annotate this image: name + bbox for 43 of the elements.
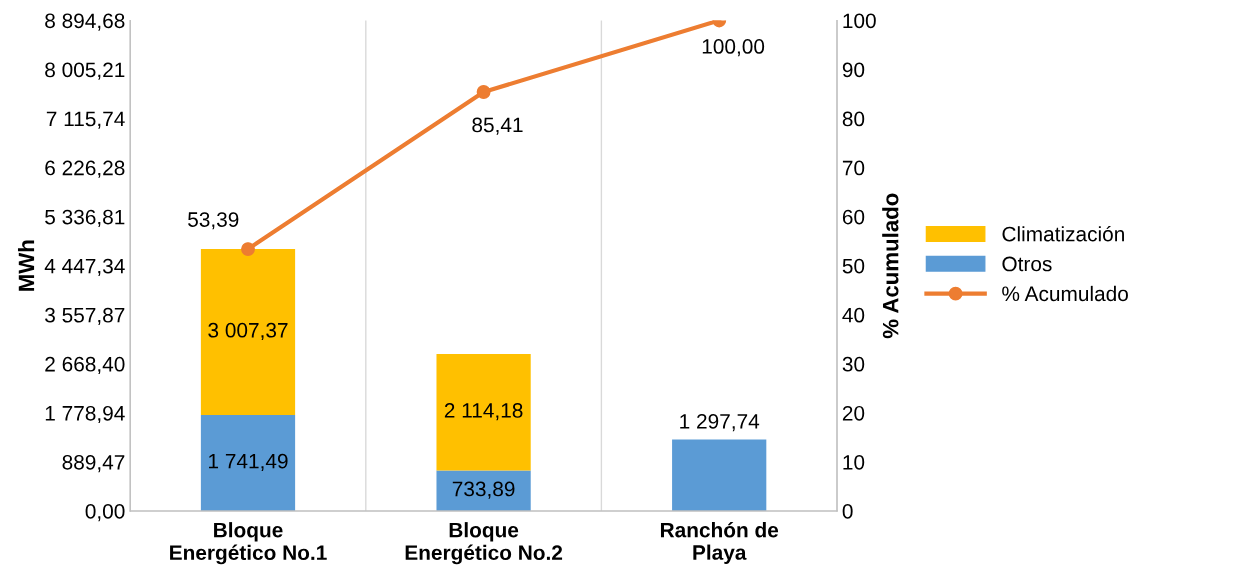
bar — [672, 439, 767, 511]
y-axis-title: MWh — [17, 240, 35, 291]
y2-tick-label: 80 — [842, 111, 865, 127]
y-tick-label: 5 336,81 — [45, 209, 125, 227]
y-tick-label: 8 894,68 — [45, 13, 125, 31]
x-tick-label: Bloque Energético No.2 — [405, 522, 563, 565]
data-label: 2 114,18 — [444, 403, 523, 421]
data-label: 85,41 — [472, 117, 523, 135]
y-tick-label: 7 115,74 — [46, 111, 125, 129]
y-tick-label: 3 557,87 — [45, 307, 125, 325]
legend-label: Otros — [1002, 256, 1052, 272]
data-label: 53,39 — [188, 212, 239, 230]
legend-label: % Acumulado — [1002, 285, 1128, 302]
data-label: 733,89 — [452, 481, 515, 499]
y2-axis-title: % Acumulado — [882, 193, 899, 339]
y-tick-label: 1 778,94 — [45, 405, 125, 424]
y2-tick-label: 10 — [843, 454, 865, 470]
x-tick-label: Bloque Energético No.1 — [170, 522, 327, 565]
data-label: 100,00 — [702, 39, 765, 57]
y-tick-label: 6 226,28 — [45, 160, 125, 178]
y-tick-label: 889,47 — [62, 454, 125, 473]
y-tick-label: 2 668,40 — [45, 356, 125, 375]
y2-tick-label: 90 — [842, 62, 865, 78]
y2-tick-label: 30 — [842, 356, 865, 372]
x-tick-label: Ranchón de Playa — [660, 521, 779, 564]
bar — [436, 353, 531, 471]
data-label: 1 297,74 — [680, 413, 760, 432]
bar — [200, 249, 296, 415]
data-label: 3 007,37 — [208, 322, 288, 341]
y2-tick-label: 0 — [842, 504, 853, 519]
y2-tick-label: 70 — [842, 160, 865, 176]
data-label: 1 741,49 — [209, 453, 288, 472]
y2-tick-label: 100 — [843, 13, 876, 29]
y-tick-label: 0,00 — [85, 504, 125, 522]
bar — [436, 470, 531, 511]
legend-label: Climatización — [1002, 225, 1124, 242]
y-tick-label: 4 447,34 — [44, 258, 125, 276]
y2-tick-label: 50 — [842, 258, 865, 274]
bar — [200, 414, 296, 511]
y2-tick-label: 20 — [842, 405, 865, 421]
y-tick-label: 8 005,21 — [45, 62, 125, 80]
y2-tick-label: 60 — [842, 209, 865, 225]
y2-tick-label: 40 — [842, 307, 865, 323]
